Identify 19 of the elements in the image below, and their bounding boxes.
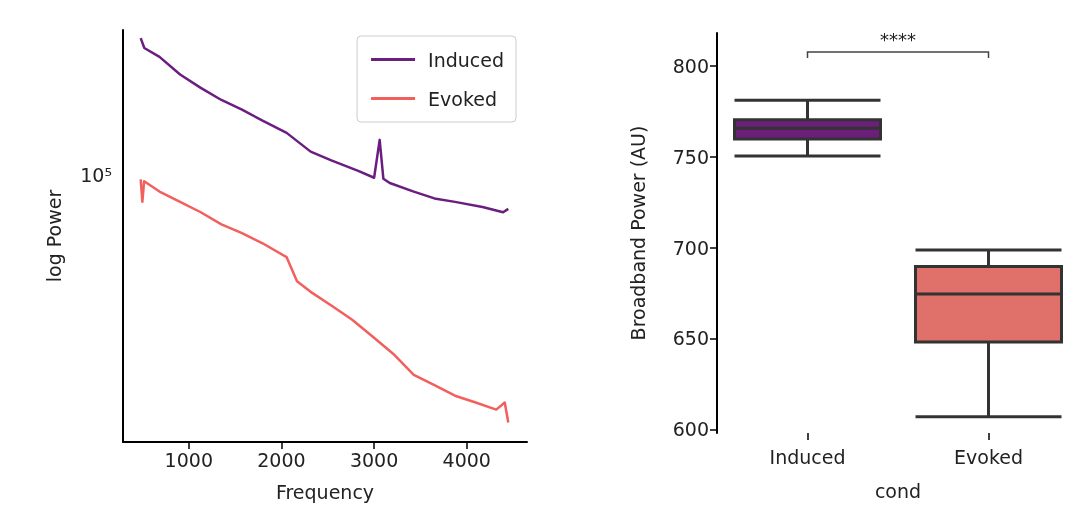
x-tick-label: Evoked: [954, 445, 1023, 468]
y-tick-label: 650: [672, 327, 709, 350]
y-axis-title: Broadband Power (AU): [626, 125, 649, 341]
y-tick-label: 600: [672, 418, 709, 441]
legend-label: Evoked: [428, 87, 498, 110]
text: 10⁵: [80, 164, 112, 186]
x-tick-label: 1000: [164, 448, 213, 471]
y-tick-label: 800: [672, 54, 709, 77]
y-axis-title: log Power: [42, 189, 65, 283]
x-axis-title: cond: [874, 479, 922, 502]
y-tick-label: 700: [672, 236, 709, 259]
x-tick-label: Induced: [769, 445, 846, 468]
x-tick-label: 3000: [349, 448, 399, 471]
x-tick-label: 2000: [257, 448, 306, 471]
y-tick-label: 750: [672, 145, 709, 168]
x-tick-label: 4000: [442, 448, 491, 471]
x-axis-title: Frequency: [275, 480, 375, 503]
annotation: ****: [880, 28, 916, 50]
legend-label: Induced: [428, 48, 505, 71]
